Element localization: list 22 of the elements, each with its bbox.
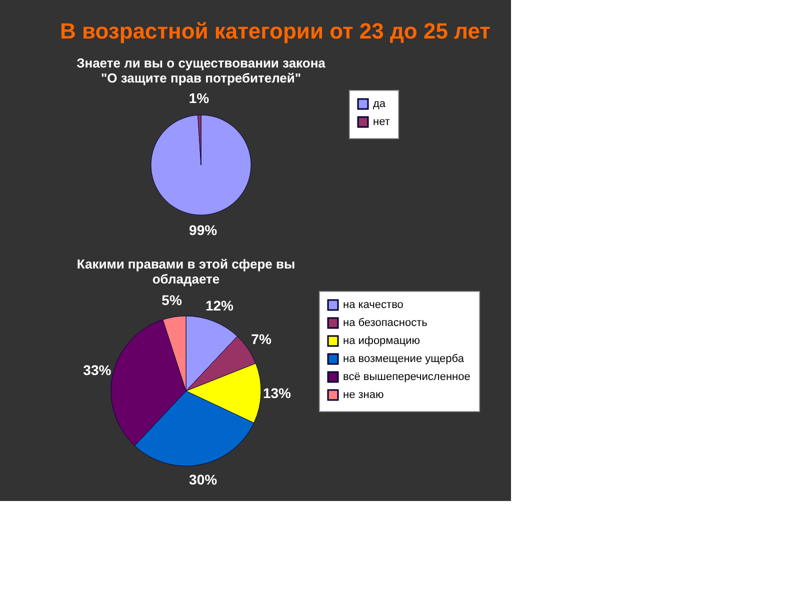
legend-label: да	[373, 98, 386, 110]
legend-label: на иформацию	[343, 335, 420, 347]
data-label: 33%	[83, 362, 112, 378]
text: обладаете	[152, 272, 220, 286]
legend-label: не знаю	[343, 389, 384, 401]
text: В возрастной категории от 23 до 25 лет	[60, 18, 491, 44]
legend-label: нет	[373, 116, 390, 128]
legend-label: на возмещение ущерба	[343, 353, 465, 365]
data-label: 30%	[189, 471, 218, 488]
text: Какими правами в этой сфере вы	[76, 256, 296, 272]
legend-label: всё вышеперечисленное	[343, 371, 470, 383]
legend-label: на качество	[343, 299, 404, 311]
pie-slice	[150, 114, 252, 216]
data-label: 99%	[189, 222, 218, 238]
data-label: 1%	[188, 90, 210, 106]
text: Знаете ли вы о существовании закона	[76, 56, 326, 70]
data-label: 13%	[262, 384, 292, 401]
legend-label: на безопасность	[343, 317, 428, 329]
text: "О защите прав потребителей"	[100, 70, 302, 86]
data-label: 5%	[162, 292, 182, 308]
data-label: 12%	[205, 297, 234, 314]
data-label: 7%	[251, 330, 272, 347]
